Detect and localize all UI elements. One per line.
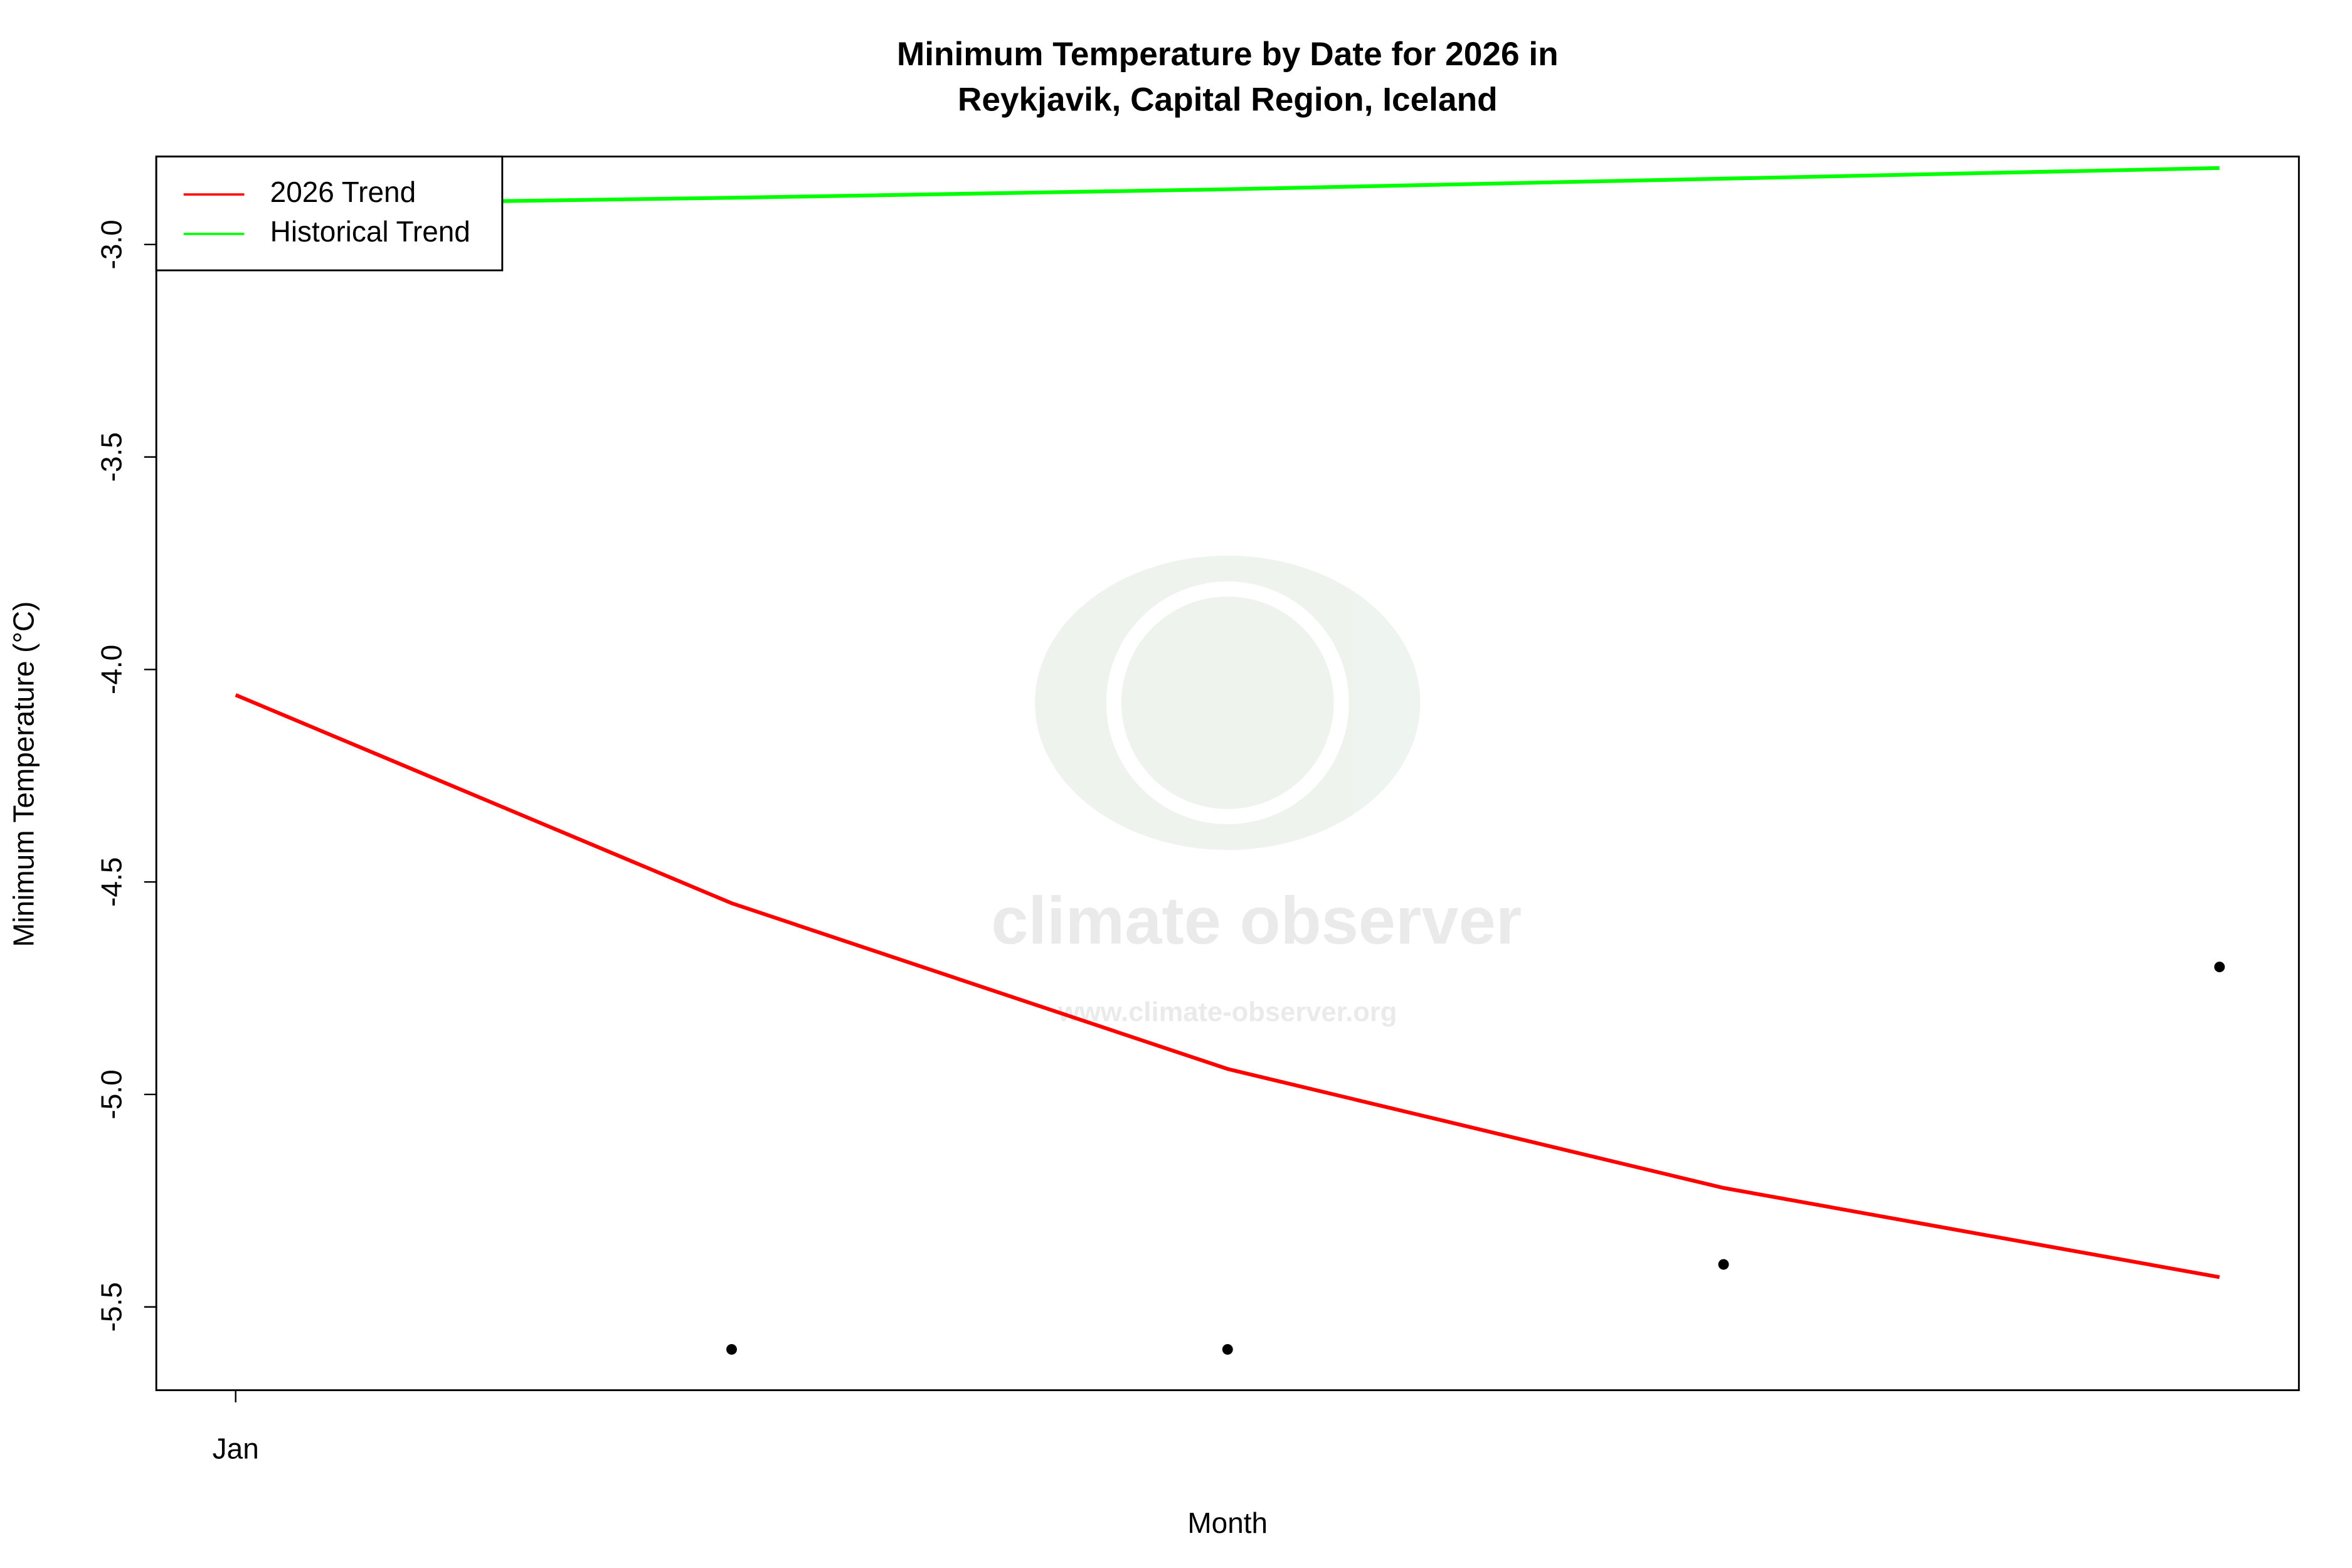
y-tick-label: -3.5 [95,432,128,482]
watermark-url: www.climate-observer.org [1057,997,1397,1027]
x-axis-label: Month [1187,1507,1268,1539]
data-point [1718,1259,1729,1270]
trend-line [235,693,2220,1279]
chart-title: Minimum Temperature by Date for 2026 in [897,36,1559,73]
watermark: climate observer www.climate-observer.or… [991,555,1522,1027]
y-tick-label: -5.5 [95,1282,128,1332]
data-point [726,1344,737,1355]
y-axis-label: Minimum Temperature (°C) [7,601,40,947]
data-point [1222,1344,1233,1355]
y-tick-label: -5.0 [95,1069,128,1119]
y-tick-label: -4.0 [95,645,128,694]
trend-line [235,166,2220,207]
y-tick-label: -4.5 [95,857,128,907]
plot-frame [155,156,2300,1391]
watermark-name: climate observer [991,883,1522,958]
legend-label: Historical Trend [270,215,470,248]
y-tick-label: -3.0 [95,220,128,269]
watermark-globe [1106,581,1349,825]
watermark-badge [1035,555,1421,850]
chart-title: Reykjavik, Capital Region, Iceland [958,82,1498,119]
data-point [2214,961,2225,973]
legend-box [155,156,504,272]
x-tick-label: Jan [213,1432,259,1465]
legend-label: 2026 Trend [270,176,416,208]
